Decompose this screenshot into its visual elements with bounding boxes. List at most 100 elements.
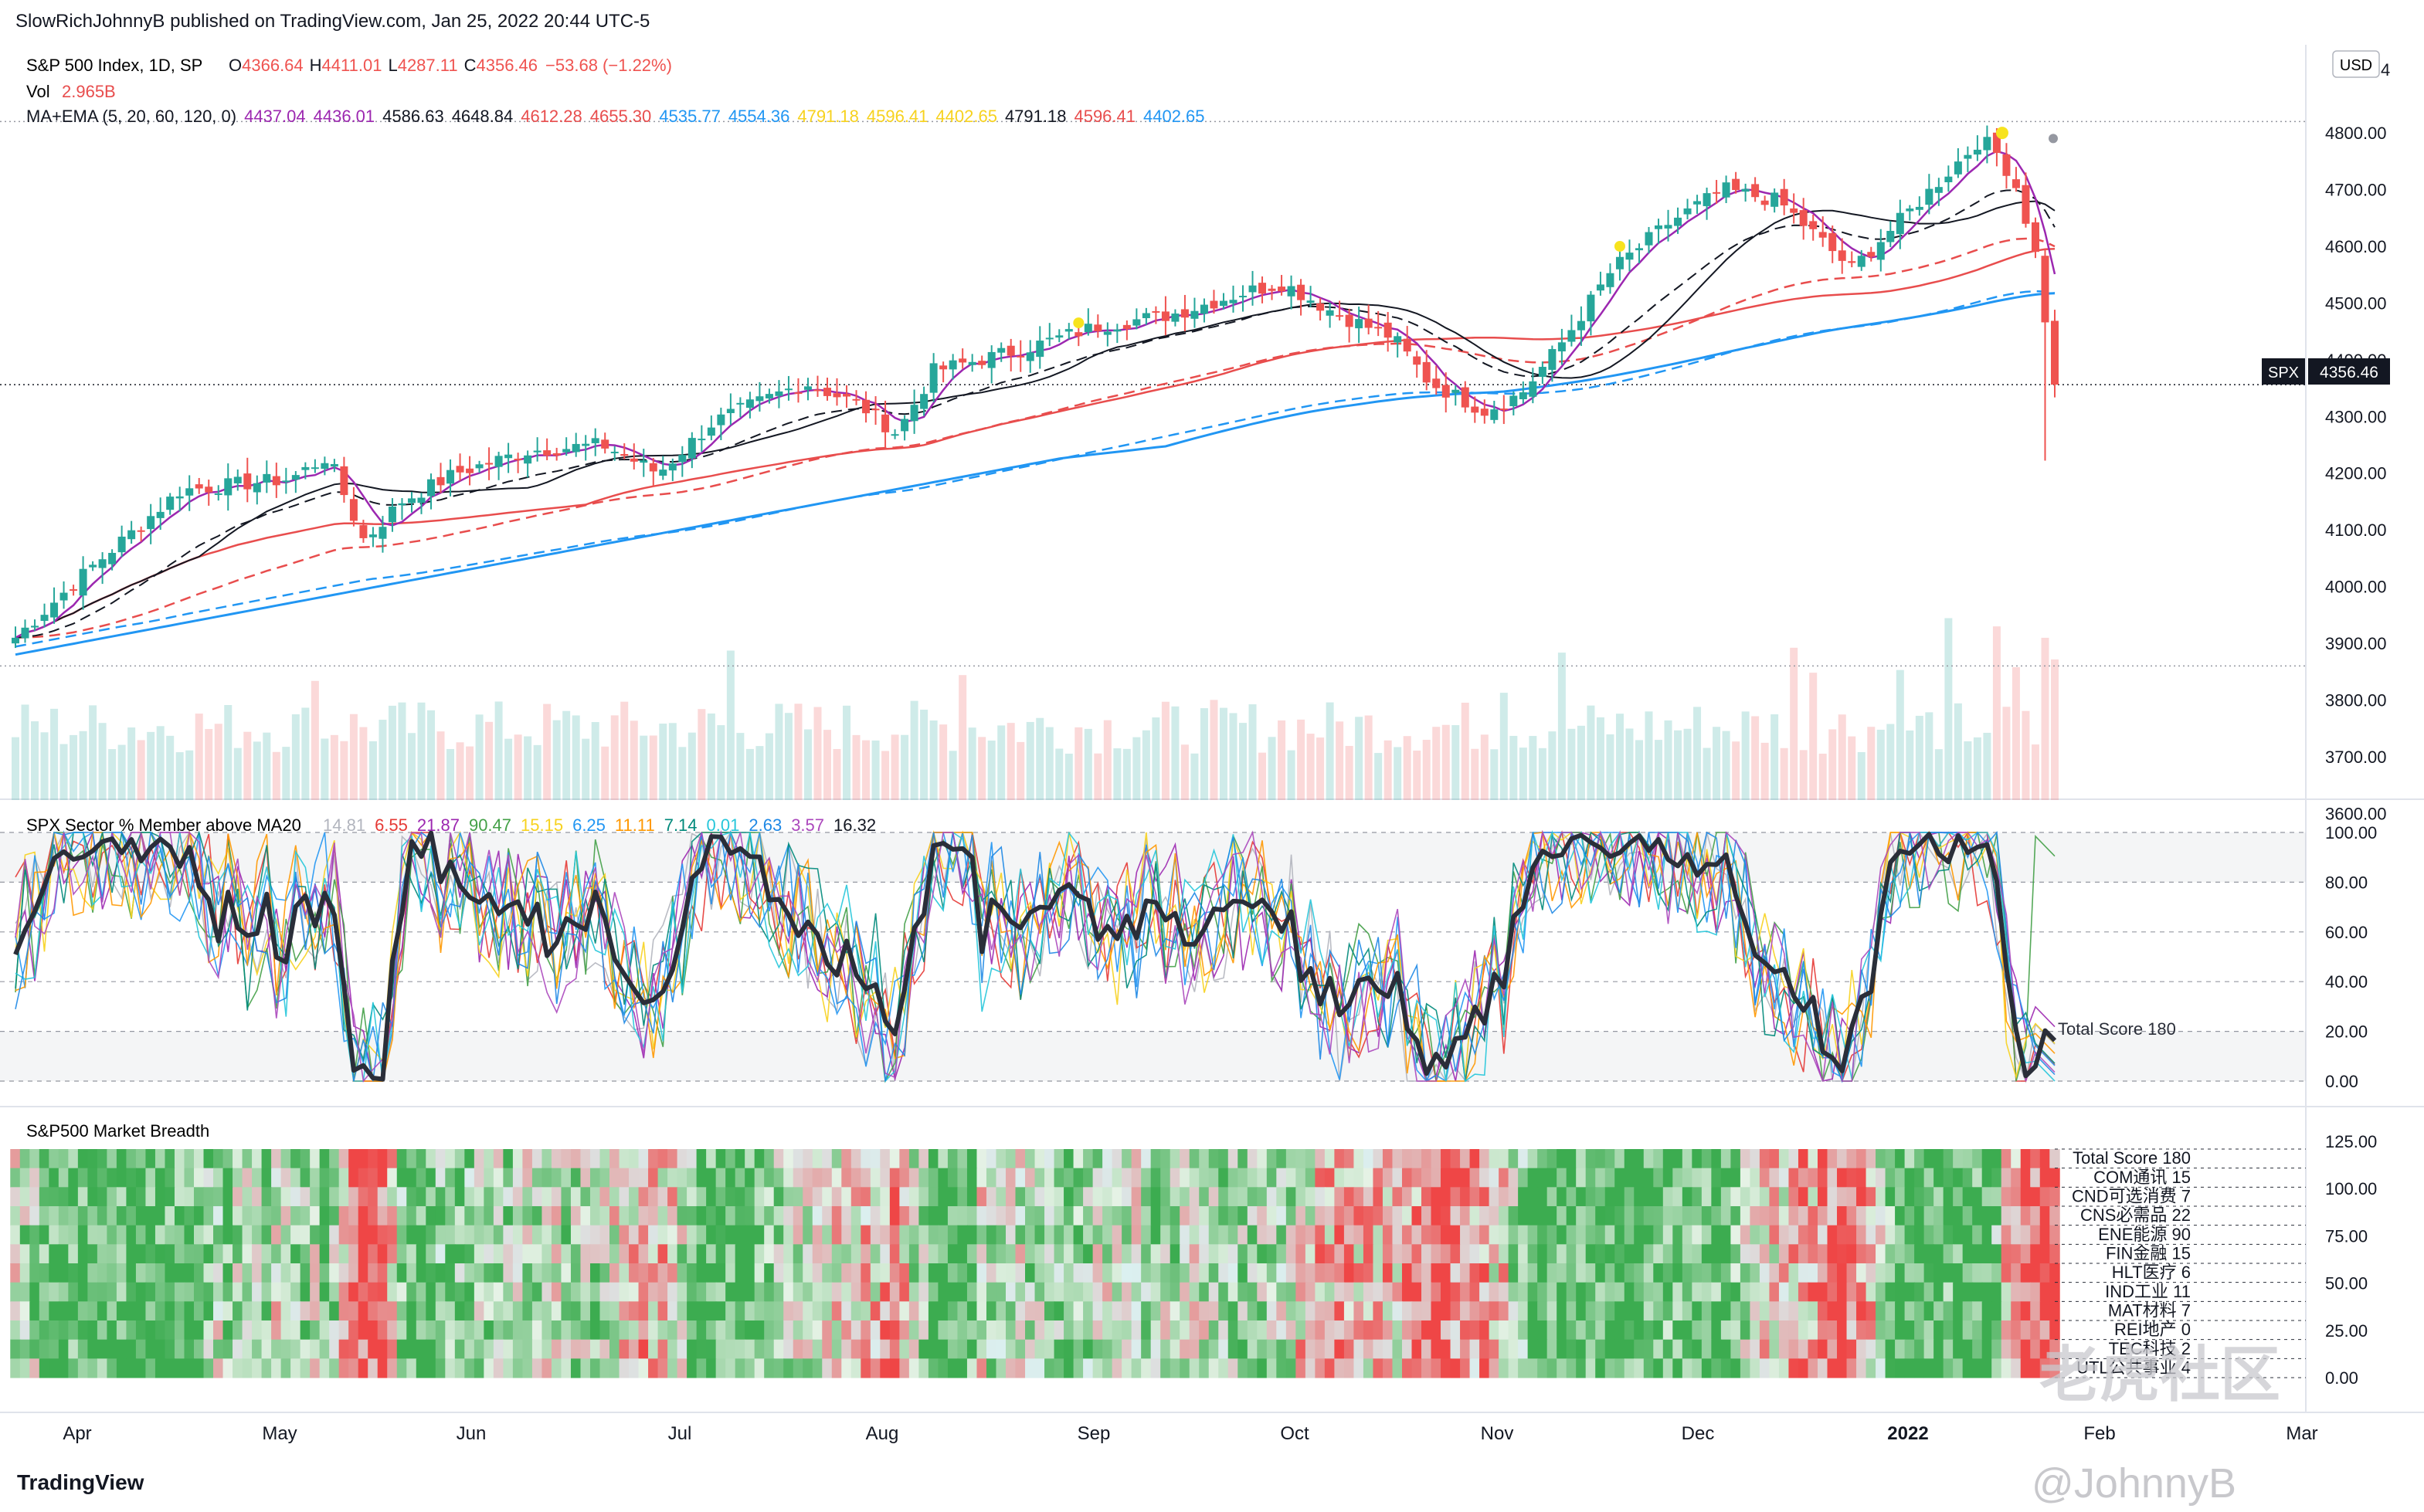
heat-cell (1662, 1225, 1674, 1245)
heat-cell (589, 1187, 601, 1207)
heat-cell (754, 1301, 766, 1321)
heat-cell (396, 1358, 408, 1378)
heat-cell (1382, 1358, 1394, 1378)
heat-cell (1518, 1206, 1529, 1226)
heat-cell (1025, 1149, 1036, 1169)
heat-cell (319, 1168, 331, 1188)
heat-cell (1566, 1301, 1577, 1321)
heat-cell (233, 1263, 243, 1283)
heat-cell (1285, 1149, 1297, 1169)
heat-cell (1363, 1282, 1374, 1302)
heat-cell (1566, 1339, 1577, 1359)
heat-cell (426, 1301, 436, 1321)
heat-cell (1218, 1225, 1229, 1245)
heat-cell (1962, 1263, 1974, 1283)
heat-cell (629, 1187, 640, 1207)
heat-cell (908, 1244, 920, 1264)
heat-cell (609, 1263, 620, 1283)
heat-cell (1662, 1244, 1674, 1264)
heat-cell (745, 1301, 755, 1321)
heat-cell (1180, 1244, 1190, 1264)
heat-cell (290, 1301, 301, 1321)
heat-cell (667, 1225, 678, 1245)
heat-cell (203, 1339, 214, 1359)
currency-badge[interactable]: USD 4 (2332, 50, 2390, 80)
heat-cell (831, 1187, 843, 1207)
heat-cell (677, 1358, 688, 1378)
heat-cell (49, 1149, 59, 1169)
heat-cell (1092, 1244, 1104, 1264)
heat-cell (1237, 1149, 1248, 1169)
heat-cell (1653, 1358, 1664, 1378)
volume-bar (166, 735, 175, 800)
heat-cell (1083, 1263, 1094, 1283)
heat-cell (107, 1301, 117, 1321)
heat-cell (1044, 1339, 1055, 1359)
heat-cell (1227, 1339, 1239, 1359)
volume-bar (1036, 717, 1044, 800)
heat-cell (213, 1358, 224, 1378)
heat-cell (2020, 1206, 2032, 1226)
heat-cell (1895, 1320, 1906, 1341)
heat-cell (338, 1168, 350, 1188)
heat-cell (1334, 1187, 1345, 1207)
heat-cell (1083, 1339, 1094, 1359)
heat-cell (764, 1301, 775, 1321)
heat-cell (1953, 1282, 1964, 1302)
heat-cell (831, 1301, 843, 1321)
heat-cell (1808, 1225, 1818, 1245)
heat-cell (551, 1301, 562, 1321)
candle-body (2012, 179, 2020, 188)
heat-cell (329, 1320, 340, 1341)
heat-cell (966, 1282, 978, 1302)
heat-cell (1914, 1358, 1925, 1378)
heat-cell (667, 1282, 678, 1302)
heat-cell (319, 1320, 331, 1341)
candle-body (166, 497, 175, 510)
candle-body (1210, 300, 1218, 309)
heat-cell (1576, 1187, 1587, 1207)
heat-cell (1778, 1282, 1790, 1302)
heat-cell (822, 1263, 833, 1283)
heat-cell (1981, 1187, 1993, 1207)
heat-cell (49, 1168, 59, 1188)
heat-cell (1460, 1244, 1471, 1264)
volume-bar (1413, 751, 1421, 800)
heat-cell (68, 1263, 79, 1283)
heat-cell (2001, 1301, 2012, 1321)
heat-cell (406, 1320, 417, 1341)
candle-body (1364, 318, 1373, 328)
heat-cell (1343, 1358, 1355, 1378)
heat-cell (1885, 1168, 1896, 1188)
heat-cell (174, 1225, 185, 1245)
heat-cell (996, 1339, 1007, 1359)
volume-bar (1326, 702, 1334, 800)
heat-cell (1953, 1244, 1964, 1264)
heat-cell (657, 1263, 669, 1283)
heat-cell (1025, 1301, 1036, 1321)
heat-cell (1083, 1187, 1094, 1207)
heat-cell (68, 1244, 79, 1264)
heat-cell (1343, 1282, 1355, 1302)
heat-cell (1324, 1263, 1336, 1283)
heat-cell (1392, 1206, 1403, 1226)
volume-bar (417, 702, 426, 800)
heat-cell (1895, 1301, 1906, 1321)
candle-body (939, 365, 948, 370)
candle-body (784, 388, 793, 391)
heat-cell (77, 1301, 89, 1321)
heat-cell (2011, 1339, 2022, 1359)
heat-cell (300, 1263, 311, 1283)
heat-cell (1953, 1358, 1964, 1378)
heat-cell (1227, 1244, 1239, 1264)
heat-cell (725, 1301, 736, 1321)
heat-cell (368, 1320, 379, 1341)
heat-cell (126, 1244, 137, 1264)
x-tick: Dec (1682, 1423, 1715, 1444)
heat-cell (1343, 1225, 1355, 1245)
heat-cell (484, 1149, 494, 1169)
heat-cell (1614, 1225, 1625, 1245)
heat-cell (1160, 1149, 1171, 1169)
heat-cell (233, 1282, 243, 1302)
